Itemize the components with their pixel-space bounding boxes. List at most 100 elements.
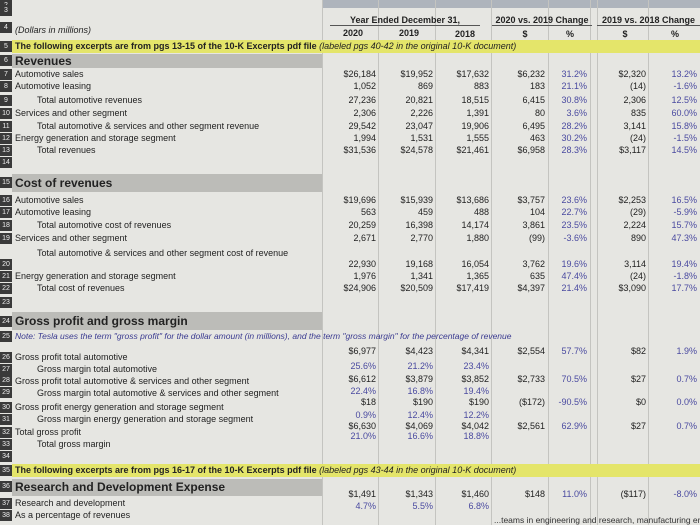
cell[interactable]: $2,561	[517, 421, 545, 431]
cell[interactable]: -1.8%	[673, 271, 697, 281]
cell[interactable]: 2,224	[623, 220, 646, 230]
cell[interactable]: $3,757	[517, 195, 545, 205]
cell[interactable]: 47.3%	[671, 233, 697, 243]
cell[interactable]: $24,906	[343, 283, 376, 293]
cell[interactable]: 30.2%	[561, 133, 587, 143]
cell[interactable]: 1,365	[466, 271, 489, 281]
cell[interactable]: (24)	[629, 133, 646, 143]
row-number[interactable]: 19	[0, 233, 12, 244]
cell[interactable]: $17,632	[456, 69, 489, 79]
row-number[interactable]: 17	[0, 207, 12, 218]
cell[interactable]: 80	[534, 108, 545, 118]
cell[interactable]: 4.7%	[355, 501, 376, 511]
row-number[interactable]: 14	[0, 157, 12, 168]
cell[interactable]: 19,168	[405, 259, 433, 269]
cell[interactable]: (14)	[629, 81, 646, 91]
cell[interactable]: 21.1%	[561, 81, 587, 91]
cell[interactable]: $3,117	[619, 145, 646, 155]
cell[interactable]: 21.2%	[407, 361, 433, 371]
row-number[interactable]: 32	[0, 427, 12, 438]
row-number[interactable]: 33	[0, 439, 12, 450]
cell[interactable]: 23.5%	[561, 220, 587, 230]
cell[interactable]: 635	[529, 271, 545, 281]
cell[interactable]: $17,419	[456, 283, 489, 293]
cell[interactable]: ($172)	[518, 397, 545, 407]
cell[interactable]: 2,306	[623, 95, 646, 105]
cell[interactable]: 23.4%	[463, 361, 489, 371]
cell[interactable]: $1,460	[461, 489, 489, 499]
row-number[interactable]: 25	[0, 331, 12, 342]
cell[interactable]: 183	[529, 81, 545, 91]
row-number[interactable]: 10	[0, 108, 12, 119]
cell[interactable]: 1,052	[353, 81, 376, 91]
row-number[interactable]: 6	[0, 55, 12, 66]
cell[interactable]: $19,696	[343, 195, 376, 205]
cell[interactable]: 3,141	[623, 121, 646, 131]
cell[interactable]: 18,515	[461, 95, 489, 105]
cell[interactable]: $6,977	[348, 346, 376, 356]
cell[interactable]: -3.6%	[563, 233, 587, 243]
row-number[interactable]: 24	[0, 316, 12, 327]
cell[interactable]: 1,531	[410, 133, 433, 143]
cell[interactable]: $13,686	[456, 195, 489, 205]
cell[interactable]: 883	[473, 81, 489, 91]
cell[interactable]: 17.7%	[671, 283, 697, 293]
row-number[interactable]: 21	[0, 271, 12, 282]
cell[interactable]: $2,320	[618, 69, 646, 79]
cell[interactable]: (99)	[528, 233, 545, 243]
cell[interactable]: 0.7%	[676, 374, 697, 384]
cell[interactable]: 16.6%	[407, 431, 433, 441]
cell[interactable]: -1.6%	[673, 81, 697, 91]
cell[interactable]: 1,976	[353, 271, 376, 281]
row-number[interactable]: 20	[0, 259, 12, 270]
row-number[interactable]: 9	[0, 95, 12, 106]
cell[interactable]: $3,852	[461, 374, 489, 384]
cell[interactable]: -8.0%	[673, 489, 697, 499]
cell[interactable]: $82	[630, 346, 646, 356]
cell[interactable]: $6,232	[517, 69, 545, 79]
cell[interactable]: $6,958	[517, 145, 545, 155]
cell[interactable]: 14.5%	[671, 145, 697, 155]
cell[interactable]: $4,042	[461, 421, 489, 431]
cell[interactable]: $4,423	[405, 346, 433, 356]
cell[interactable]: 19.6%	[561, 259, 587, 269]
row-number[interactable]: 38	[0, 510, 12, 521]
cell[interactable]: 22.4%	[350, 386, 376, 396]
cell[interactable]: 28.2%	[561, 121, 587, 131]
cell[interactable]: 869	[417, 81, 433, 91]
cell[interactable]: 6.8%	[468, 501, 489, 511]
cell[interactable]: 22.7%	[561, 207, 587, 217]
cell[interactable]: $18	[360, 397, 376, 407]
cell[interactable]: $4,069	[405, 421, 433, 431]
cell[interactable]: $1,491	[348, 489, 376, 499]
cell[interactable]: 488	[473, 207, 489, 217]
cell[interactable]: $27	[630, 374, 646, 384]
cell[interactable]: 23.6%	[561, 195, 587, 205]
cell[interactable]: -1.5%	[673, 133, 697, 143]
cell[interactable]: 28.3%	[561, 145, 587, 155]
cell[interactable]: 835	[630, 108, 646, 118]
row-number[interactable]: 13	[0, 145, 12, 156]
cell[interactable]: $27	[630, 421, 646, 431]
cell[interactable]: 18.8%	[463, 431, 489, 441]
cell[interactable]: 15.8%	[671, 121, 697, 131]
cell[interactable]: $0	[635, 397, 646, 407]
cell[interactable]: 30.8%	[561, 95, 587, 105]
cell[interactable]: 3,762	[522, 259, 545, 269]
row-number[interactable]: 34	[0, 451, 12, 462]
cell[interactable]: 31.2%	[561, 69, 587, 79]
cell[interactable]: -5.9%	[673, 207, 697, 217]
cell[interactable]: 22,930	[348, 259, 376, 269]
row-number[interactable]: 36	[0, 481, 12, 492]
cell[interactable]: 12.4%	[407, 410, 433, 420]
row-number[interactable]: 5	[0, 41, 12, 52]
cell[interactable]: $6,630	[348, 421, 376, 431]
cell[interactable]: $190	[412, 397, 433, 407]
cell[interactable]: $1,343	[405, 489, 433, 499]
cell[interactable]: $3,879	[405, 374, 433, 384]
cell[interactable]: 890	[630, 233, 646, 243]
cell[interactable]: 16,398	[405, 220, 433, 230]
row-number[interactable]: 12	[0, 133, 12, 144]
cell[interactable]: 2,226	[410, 108, 433, 118]
